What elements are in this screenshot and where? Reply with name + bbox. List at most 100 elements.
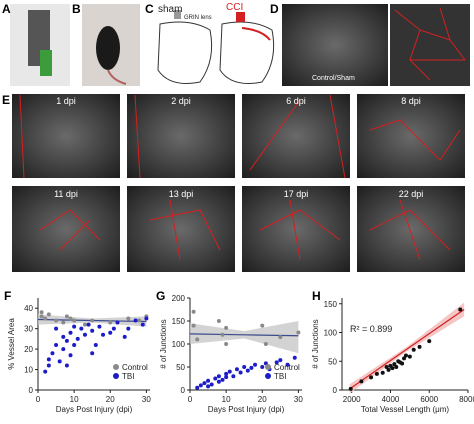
point [400, 361, 405, 366]
point [79, 326, 84, 331]
brain-sham [157, 21, 213, 84]
point [224, 342, 229, 346]
point [72, 343, 77, 348]
point [359, 379, 364, 384]
point [46, 312, 51, 317]
x-tick-label: 20 [258, 395, 267, 404]
point [75, 336, 80, 341]
point [46, 357, 51, 362]
point [43, 316, 48, 321]
point [82, 322, 87, 327]
point [249, 365, 254, 370]
point [191, 309, 196, 314]
legend-swatch [113, 373, 119, 379]
y-tick-label: 0 [181, 386, 186, 395]
point [411, 347, 416, 352]
panel-label: B [72, 2, 81, 16]
y-tick-label: 100 [324, 329, 338, 338]
point [39, 310, 44, 315]
point [220, 332, 225, 337]
point [61, 347, 66, 352]
point [402, 356, 407, 361]
legend-swatch [265, 364, 271, 370]
confidence-band [349, 302, 465, 394]
point [108, 320, 113, 325]
x-tick-label: 10 [222, 395, 231, 404]
point [348, 386, 353, 391]
y-tick-label: 30 [24, 325, 33, 334]
x-tick-label: 10 [70, 395, 79, 404]
frame [127, 186, 235, 272]
panel-label: H [312, 289, 321, 303]
y-tick-label: 50 [176, 363, 185, 372]
device-board [40, 50, 52, 76]
point [238, 370, 243, 375]
y-tick-label: 50 [328, 357, 337, 366]
point [216, 374, 221, 379]
x-tick-label: 30 [294, 395, 303, 404]
x-axis-label: Days Post Injury (dpi) [208, 405, 285, 414]
point [263, 342, 268, 346]
d-caption: Control/Sham [312, 75, 355, 82]
point [111, 326, 116, 331]
point [64, 338, 69, 343]
point [101, 332, 106, 337]
y-axis-label: # of Junctions [311, 319, 320, 368]
y-tick-label: 100 [172, 340, 186, 349]
point [54, 343, 59, 348]
vessel-trace [19, 94, 461, 261]
sham-label: sham [158, 4, 182, 15]
frame-label: 22 dpi [399, 189, 424, 199]
x-tick-label: 8000 [459, 395, 474, 404]
mouse [96, 26, 120, 70]
point [227, 369, 232, 374]
x-tick-label: 30 [142, 395, 151, 404]
grin-label: GRIN lens [184, 15, 212, 21]
point [206, 378, 211, 383]
y-tick-label: 10 [24, 366, 33, 375]
point [144, 316, 149, 321]
point [54, 318, 59, 323]
point [57, 359, 62, 364]
point [68, 316, 73, 321]
frame [242, 186, 350, 272]
point [61, 334, 66, 339]
point [427, 339, 432, 344]
point [39, 314, 44, 319]
point [285, 362, 290, 367]
point [46, 363, 51, 368]
frame [242, 94, 350, 178]
point [296, 330, 301, 335]
point [61, 320, 66, 325]
x-tick-label: 6000 [420, 395, 438, 404]
point [90, 351, 95, 356]
point [137, 318, 142, 323]
point [278, 335, 283, 340]
point [380, 370, 385, 375]
point [64, 314, 69, 319]
point [43, 369, 48, 374]
y-tick-label: 0 [333, 386, 338, 395]
point [242, 365, 247, 369]
point [245, 368, 250, 373]
point [234, 367, 239, 372]
cci-impactor [236, 12, 245, 22]
panel-label: C [145, 2, 154, 16]
grid-e [12, 94, 465, 272]
point [390, 366, 395, 371]
point [403, 353, 408, 358]
point [369, 375, 374, 380]
x-tick-label: 2000 [343, 395, 361, 404]
photo-d-zoom [390, 4, 470, 86]
point [90, 318, 95, 323]
x-tick-label: 4000 [382, 395, 400, 404]
point [86, 322, 91, 327]
point [231, 374, 236, 379]
point [108, 330, 113, 335]
y-tick-label: 150 [172, 317, 186, 326]
y-tick-label: 40 [24, 304, 33, 313]
y-tick-label: 200 [172, 294, 186, 303]
point [198, 383, 203, 388]
point [64, 363, 69, 368]
